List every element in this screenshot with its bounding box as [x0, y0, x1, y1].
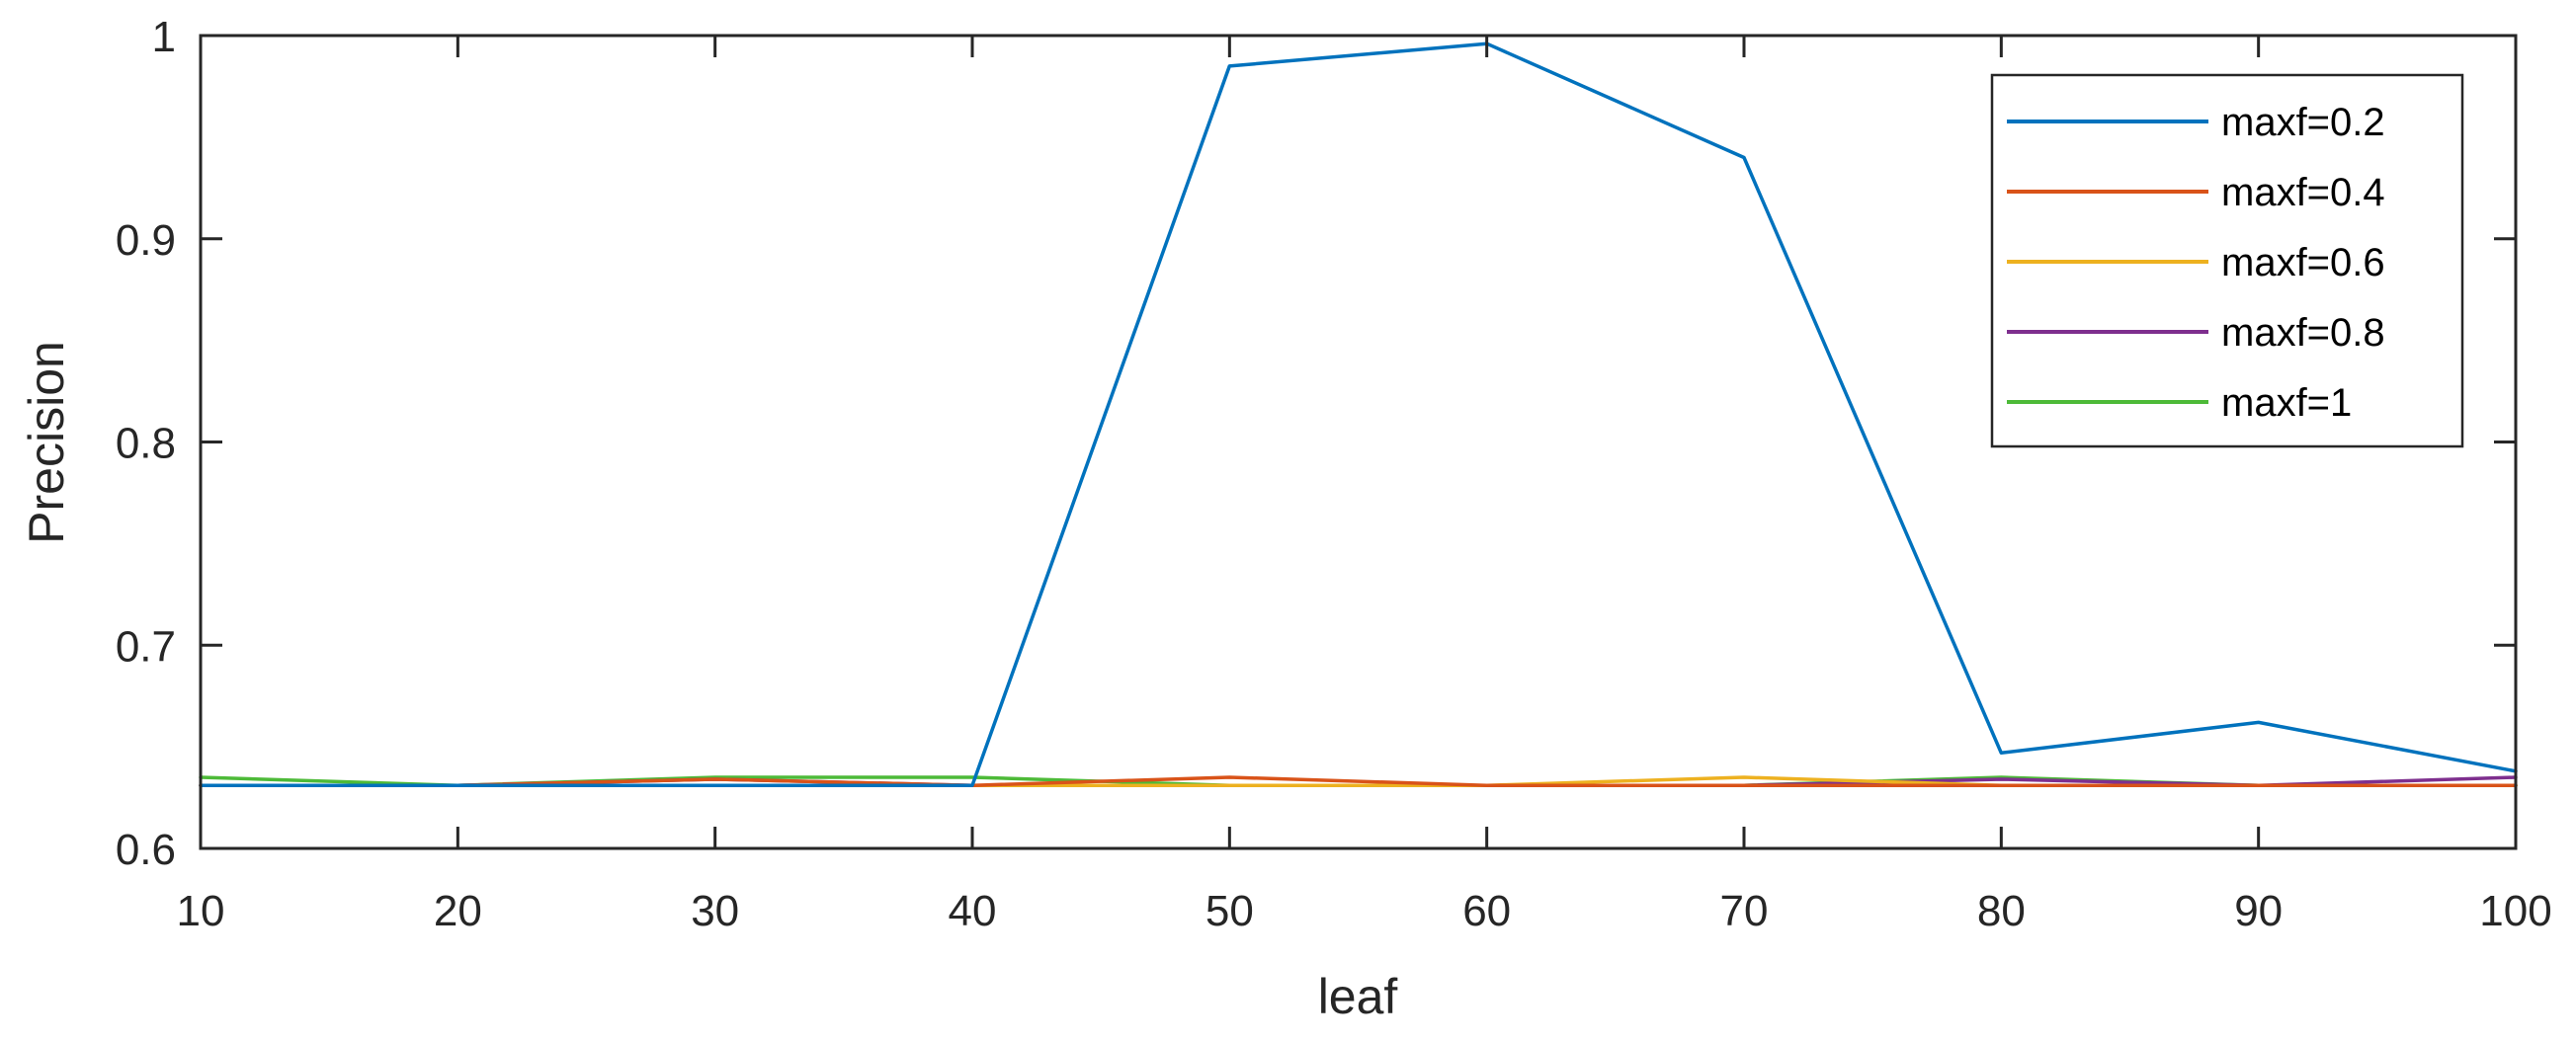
series-line-maxf-0-2 — [199, 41, 2518, 787]
legend-label: maxf=0.2 — [2221, 101, 2385, 144]
x-tick-label: 50 — [1205, 887, 1254, 935]
legend-label: maxf=0.8 — [2221, 311, 2385, 355]
x-tick-label: 60 — [1462, 887, 1511, 935]
y-tick-label: 0.8 — [116, 420, 176, 468]
y-tick-label: 0.6 — [116, 826, 176, 874]
x-tick-label: 40 — [949, 887, 997, 935]
x-axis-label: leaf — [1318, 969, 1398, 1024]
x-axis: 10 20 30 40 50 60 70 80 90 100 — [177, 36, 2552, 935]
y-axis: 0.6 0.7 0.8 0.9 1 — [116, 13, 2516, 874]
legend-label: maxf=0.4 — [2221, 171, 2385, 214]
legend-label: maxf=1 — [2221, 381, 2352, 425]
x-tick-label: 70 — [1720, 887, 1769, 935]
y-tick-label: 1 — [152, 13, 176, 61]
series-line-maxf-0-4 — [199, 775, 2518, 787]
x-tick-label: 20 — [434, 887, 482, 935]
legend-label: maxf=0.6 — [2221, 241, 2385, 284]
x-tick-label: 30 — [691, 887, 739, 935]
x-tick-label: 80 — [1977, 887, 2026, 935]
x-tick-label: 100 — [2479, 887, 2551, 935]
y-tick-label: 0.9 — [116, 216, 176, 265]
series-group — [199, 41, 2518, 787]
y-tick-label: 0.7 — [116, 622, 176, 671]
x-tick-label: 10 — [177, 887, 225, 935]
y-axis-label: Precision — [19, 341, 74, 544]
legend: maxf=0.2 maxf=0.4 maxf=0.6 maxf=0.8 maxf=1 — [1990, 73, 2464, 448]
x-tick-label: 90 — [2234, 887, 2283, 935]
